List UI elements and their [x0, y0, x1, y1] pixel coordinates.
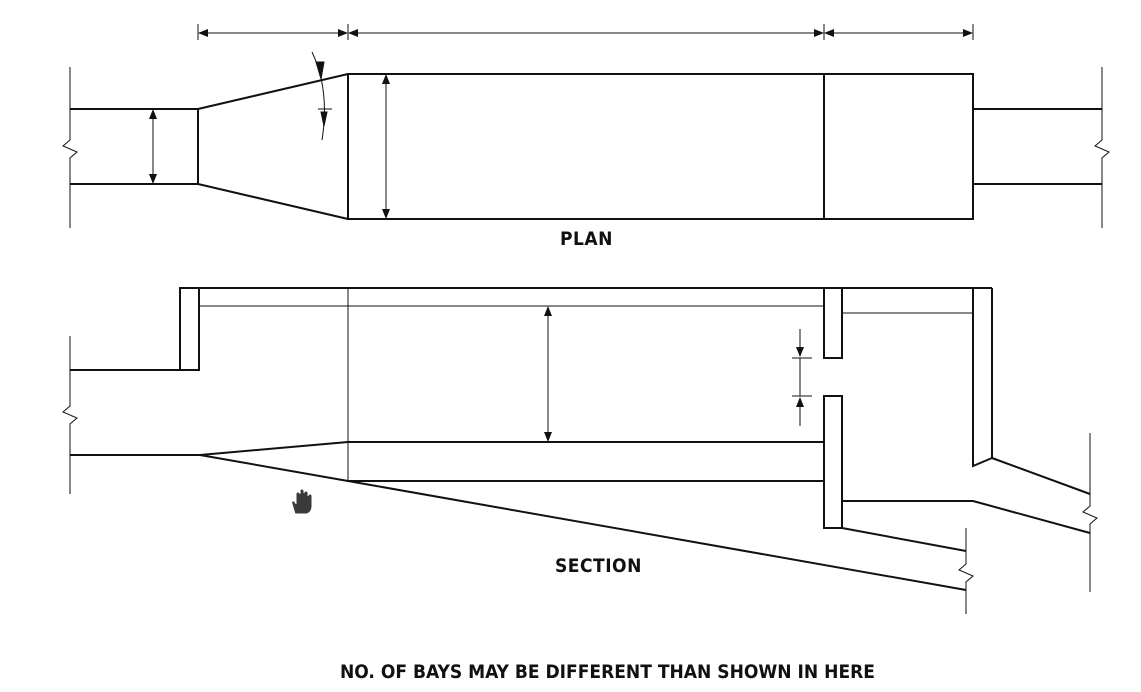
section-inlet-wall — [70, 287, 200, 371]
plan-label: PLAN — [560, 228, 613, 250]
hand-pointer-icon — [291, 488, 313, 515]
plan-view — [62, 24, 1110, 228]
plan-inlet-pipe — [70, 108, 198, 185]
plan-left-break-line — [62, 67, 78, 228]
section-bottom-break-line — [958, 528, 974, 614]
section-view — [62, 287, 1098, 614]
section-baffle-wall — [823, 288, 843, 529]
plan-transition — [197, 73, 349, 220]
section-opening-dimension — [792, 329, 812, 426]
section-label: SECTION — [555, 555, 642, 577]
plan-top-dimension — [197, 24, 974, 40]
plan-angle-dimension — [311, 51, 332, 141]
section-left-break-line — [62, 336, 78, 494]
section-top-slab — [199, 287, 992, 314]
plan-outlet-pipe — [973, 108, 1102, 185]
plan-chamber — [347, 73, 974, 220]
plan-right-break-line — [1094, 67, 1110, 228]
section-outlet-chamber — [841, 288, 1091, 552]
section-right-break-line — [1082, 433, 1098, 592]
section-floor — [70, 441, 967, 591]
bays-note: NO. OF BAYS MAY BE DIFFERENT THAN SHOWN … — [340, 661, 875, 683]
